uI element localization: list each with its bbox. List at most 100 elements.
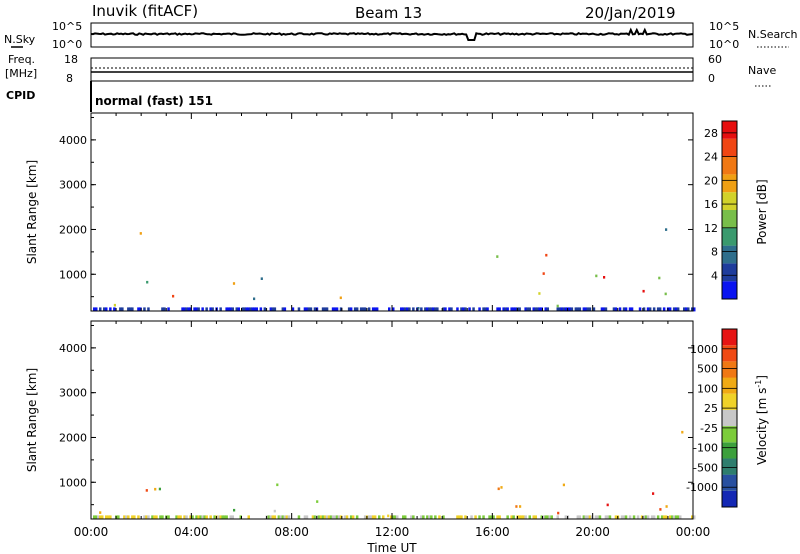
data-cell [225,515,228,520]
data-cell [113,303,116,307]
data-cell [534,515,537,520]
data-cell [578,515,582,520]
colorbar-tick-label: 8 [711,246,718,259]
data-cell [496,255,499,258]
data-cell [283,307,287,312]
data-cell [693,515,696,520]
data-cell [683,307,686,312]
data-cell [309,307,313,312]
data-cell [371,515,375,520]
data-cell [426,307,429,312]
data-cell [638,307,642,312]
data-cell [373,515,377,520]
data-cell [534,307,537,312]
data-cell [373,307,377,312]
nsky-trace [90,27,694,41]
data-cell [119,307,122,312]
data-cell [297,515,301,520]
data-cell [442,307,445,312]
data-cell [197,307,200,312]
data-cell [430,307,433,312]
data-cell [347,307,351,312]
data-cell [665,505,668,508]
data-cell [203,515,206,520]
data-cell [183,515,186,520]
data-cell [227,307,230,312]
data-cell [417,307,420,310]
data-cell [217,515,220,520]
velocity-axes: 1000 2000 3000 4000 [59,321,694,519]
data-cell [672,515,676,520]
time-tick-label: 20:00 [575,525,610,539]
data-cell [199,515,202,520]
data-cell [93,515,96,520]
data-cell [392,515,395,520]
data-cell [158,487,161,491]
colorbar-tick-label: -25 [700,422,718,435]
data-cell [512,515,515,520]
data-cell [490,515,493,520]
data-cell [400,307,403,312]
nsearch-tick-top: 10^5 [709,20,739,33]
data-cell [470,515,473,520]
data-cell [642,307,646,312]
data-cell [273,307,277,312]
data-cell [602,307,606,312]
data-cell [618,307,622,312]
data-cell [646,515,650,520]
data-cell [406,307,409,312]
data-cell [305,515,309,520]
data-cell [105,515,108,520]
data-cell [662,515,666,520]
data-cell [462,307,465,312]
data-cell [432,307,435,312]
data-cell [335,515,339,520]
data-cell [497,487,500,491]
data-cell [133,515,136,520]
colorbar-swatch [722,138,737,157]
data-cell [95,515,98,520]
nave-tick-top: 60 [708,53,722,66]
power-panel-frame [90,112,694,312]
data-cell [179,515,182,520]
y-tick-label: 1000 [59,268,87,281]
data-cell [231,307,234,312]
data-cell [291,307,295,312]
data-cell [402,515,405,520]
data-cell [624,307,628,312]
colorbar-swatch [722,156,737,175]
data-cell [99,511,102,514]
nave-label: Nave [748,64,776,77]
data-cell [145,489,148,492]
data-cell [329,515,333,520]
data-cell [155,515,158,520]
colorbar-swatch [722,409,737,427]
data-cell [205,515,208,520]
data-cell [544,515,547,520]
data-cell [528,515,531,520]
data-cell [394,515,397,520]
data-cell [652,307,656,312]
colorbar-tick-label: -500 [693,461,718,474]
data-cell [185,515,188,520]
data-cell [396,515,399,520]
colorbar-swatch [722,393,737,410]
data-cell [540,307,543,312]
data-cell [233,508,236,512]
data-cell [404,515,407,520]
data-cell [146,280,149,284]
data-cell [316,500,319,503]
data-cell [355,307,359,312]
colorbar-swatch [722,377,737,394]
data-cell [109,307,112,312]
data-cell [125,515,128,520]
velocity-unit-exp: -1 [754,380,763,388]
data-cell [331,307,335,312]
velocity-unit-main: Velocity [m s [755,388,769,465]
data-cell [283,515,287,520]
data-cell [345,515,349,520]
y-tick-label: 3000 [59,179,87,192]
data-cell [604,515,608,520]
data-cell [177,515,180,520]
data-cell [595,274,598,278]
